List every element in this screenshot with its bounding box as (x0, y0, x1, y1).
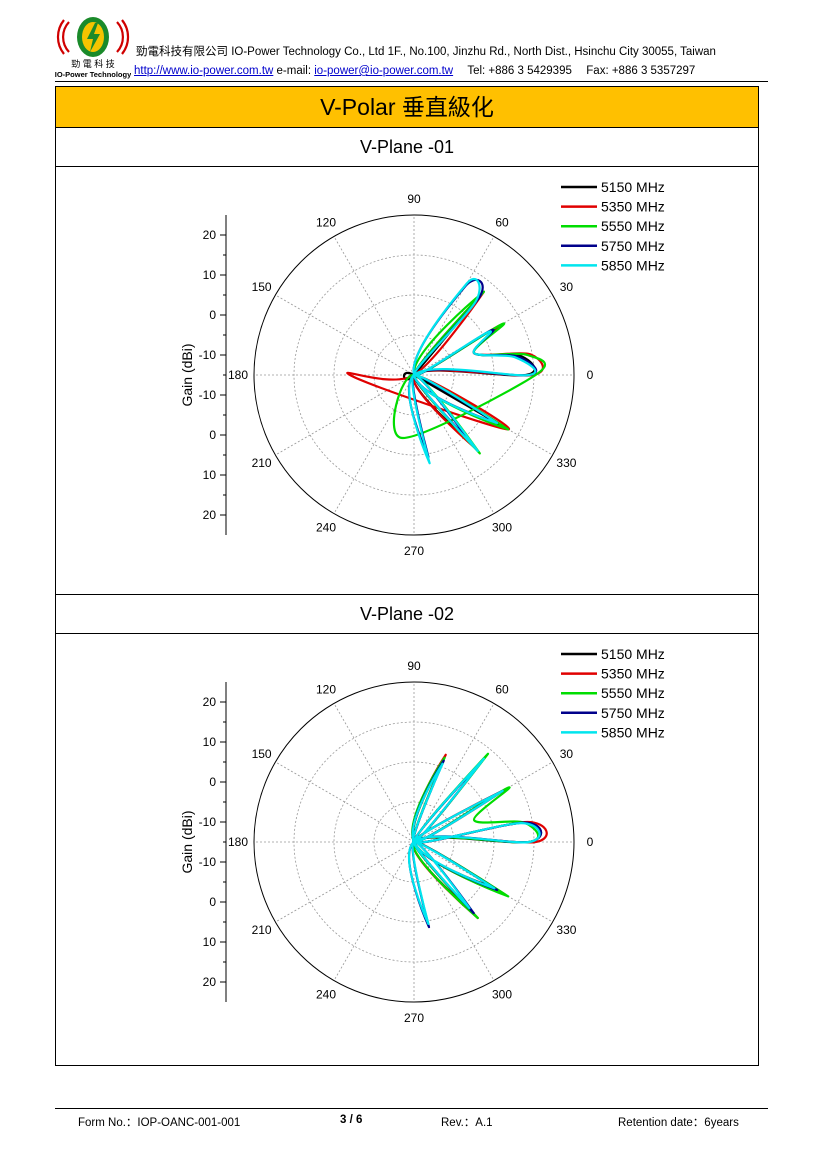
angle-label: 0 (587, 835, 594, 849)
legend-entry: 5350 MHz (601, 666, 665, 682)
angle-label: 210 (252, 456, 272, 470)
logo-cn-text: 勁 電 科 技 (71, 58, 115, 69)
company-address: 勁電科技有限公司 IO-Power Technology Co., Ltd 1F… (136, 46, 716, 58)
angle-label: 30 (560, 280, 574, 294)
series-line (407, 757, 541, 925)
angle-label: 270 (404, 1011, 424, 1025)
radial-tick-label: 0 (209, 895, 216, 909)
legend-entry: 5350 MHz (601, 199, 665, 215)
header-rule (55, 81, 768, 82)
angle-label: 150 (252, 747, 272, 761)
radial-tick-label: 10 (203, 468, 217, 482)
logo-en-text: IO-Power Technology (55, 70, 131, 79)
grid-spoke (413, 841, 495, 981)
grid-spoke (413, 703, 495, 843)
outer-ring (253, 214, 575, 536)
fax-text: Fax: +886 3 5357297 (586, 65, 696, 77)
page-number: 3 / 6 (340, 1114, 363, 1126)
email-label: e-mail: (276, 65, 312, 77)
radial-tick-label: 10 (203, 268, 217, 282)
polarization-banner: V-Polar 垂直級化 (56, 87, 758, 128)
angle-label: 30 (560, 747, 574, 761)
plane-02-title: V-Plane -02 (56, 595, 758, 634)
series-line (408, 277, 537, 465)
angle-label: 330 (556, 456, 576, 470)
legend-entry: 5150 MHz (601, 179, 665, 195)
angle-label: 330 (556, 923, 576, 937)
radial-tick-label: 0 (209, 308, 216, 322)
retention-date: Retention date：6years (618, 1117, 739, 1129)
angle-label: 120 (316, 683, 336, 697)
email-link[interactable]: io-power@io-power.com.tw (314, 65, 454, 77)
grid-spoke (275, 374, 415, 456)
radial-tick-label: 20 (203, 228, 217, 242)
grid-spoke (333, 236, 415, 376)
radial-tick-label: -10 (199, 388, 217, 402)
contact-line: http://www.io-power.com.tw e-mail: io-po… (134, 65, 695, 77)
angle-label: 270 (404, 544, 424, 558)
radial-tick-label: 0 (209, 775, 216, 789)
grid-spoke (333, 703, 415, 843)
grid-spoke (275, 761, 415, 843)
angle-label: 60 (495, 216, 509, 230)
radial-tick-label: -10 (199, 815, 217, 829)
radial-tick-label: -10 (199, 348, 217, 362)
polar-chart-plane-01: 0 30 60 90 120 150 180 210 240 270 300 330 20 10 0 -10 -… (179, 179, 665, 558)
angle-label: 90 (407, 192, 421, 206)
section-divider (56, 594, 758, 595)
plane-01-title: V-Plane -01 (56, 128, 758, 167)
legend-entry: 5150 MHz (601, 646, 665, 662)
radial-tick-label: 0 (209, 428, 216, 442)
radial-tick-label: -10 (199, 855, 217, 869)
tel-text: Tel: +886 3 5429395 (467, 65, 572, 77)
grid-spoke (413, 374, 495, 514)
y-axis-label: Gain (dBi) (179, 343, 195, 406)
footer-rule (55, 1108, 768, 1109)
angle-label: 240 (316, 987, 336, 1001)
company-logo: 勁 電 科 技 IO-Power Technology (55, 17, 131, 79)
angle-label: 210 (252, 923, 272, 937)
form-number: Form No.：IOP-OANC-001-001 (78, 1117, 241, 1129)
legend-entry: 5550 MHz (601, 685, 665, 701)
grid-spoke (333, 841, 415, 981)
legend-entry: 5850 MHz (601, 724, 665, 740)
angle-label: 180 (228, 835, 248, 849)
radial-tick-label: 20 (203, 975, 217, 989)
angle-label: 120 (316, 216, 336, 230)
y-axis-label: Gain (dBi) (179, 810, 195, 873)
polar-chart-plane-02: 0 30 60 90 120 150 180 210 240 270 300 330 20 10 0 -10 -… (179, 646, 665, 1025)
angle-label: 90 (407, 659, 421, 673)
angle-label: 60 (495, 683, 509, 697)
radial-tick-label: 10 (203, 935, 217, 949)
page-header: 勁 電 科 技 IO-Power Technology 勁電科技有限公司 IO-… (0, 0, 827, 84)
outer-ring (253, 681, 575, 1003)
radial-tick-label: 20 (203, 508, 217, 522)
legend-entry: 5750 MHz (601, 705, 665, 721)
report-frame: V-Polar 垂直級化 V-Plane -01 0 30 60 90 120 150 18… (55, 86, 759, 1066)
website-link[interactable]: http://www.io-power.com.tw (134, 65, 274, 77)
grid-spoke (275, 294, 415, 376)
angle-label: 240 (316, 520, 336, 534)
angle-label: 150 (252, 280, 272, 294)
grid-spoke (333, 374, 415, 514)
radial-tick-label: 20 (203, 695, 217, 709)
angle-label: 300 (492, 987, 512, 1001)
revision: Rev.：A.1 (441, 1117, 493, 1129)
angle-label: 300 (492, 520, 512, 534)
legend-entry: 5550 MHz (601, 218, 665, 234)
angle-label: 180 (228, 368, 248, 382)
legend-entry: 5850 MHz (601, 257, 665, 273)
radial-tick-label: 10 (203, 735, 217, 749)
grid-spoke (275, 841, 415, 923)
angle-label: 0 (587, 368, 594, 382)
legend-entry: 5750 MHz (601, 238, 665, 254)
grid-spoke (413, 236, 495, 376)
